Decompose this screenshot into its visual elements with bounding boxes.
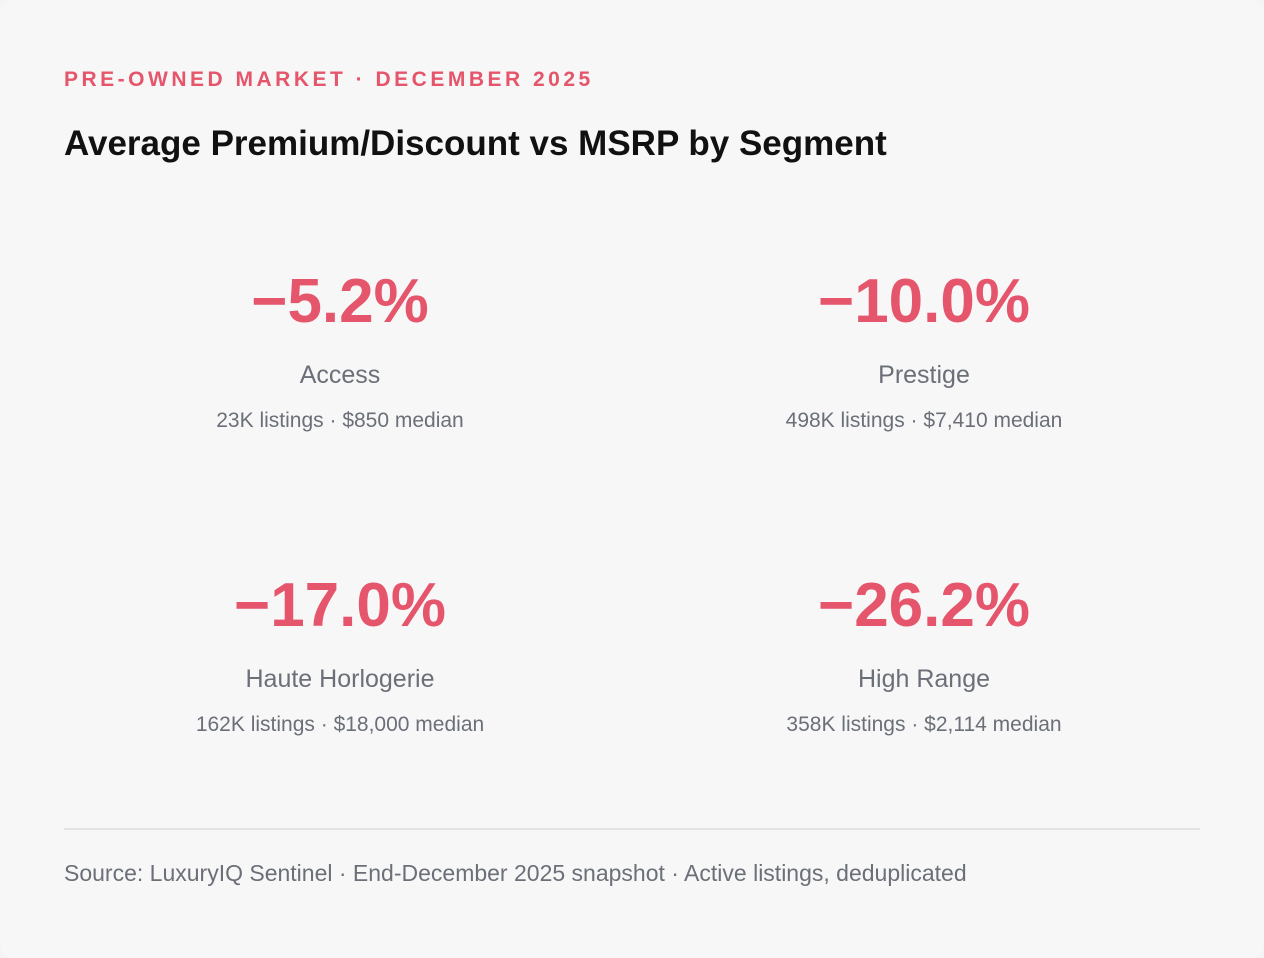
segment-kpi-prestige: −10.0% Prestige 498K listings · $7,410 m… — [624, 266, 1224, 434]
segment-kpi-haute-horlogerie: −17.0% Haute Horlogerie 162K listings · … — [40, 570, 640, 738]
source-note: Source: LuxuryIQ Sentinel · End-December… — [64, 860, 967, 886]
segment-details: 498K listings · $7,410 median — [624, 408, 1224, 434]
segment-listings: 162K listings — [195, 713, 315, 736]
chart-title: Average Premium/Discount vs MSRP by Segm… — [64, 124, 887, 163]
separator: · — [904, 409, 924, 432]
segment-median: $2,114 median — [924, 713, 1062, 736]
segment-label: Haute Horlogerie — [245, 665, 435, 693]
segment-label: High Range — [857, 665, 991, 693]
segment-median: $850 median — [342, 409, 464, 432]
segment-median: $7,410 median — [923, 409, 1063, 432]
segment-listings: 23K listings — [216, 409, 324, 432]
eyebrow-label: PRE-OWNED MARKET · DECEMBER 2025 — [64, 68, 594, 91]
segment-label: Prestige — [878, 361, 970, 389]
segment-details: 162K listings · $18,000 median — [40, 712, 640, 738]
separator: · — [905, 713, 925, 736]
segment-value: −26.2% — [817, 571, 1030, 640]
separator: · — [323, 409, 343, 432]
segment-median: $18,000 median — [333, 713, 485, 736]
segment-kpi-high-range: −26.2% High Range 358K listings · $2,114… — [624, 570, 1224, 738]
separator: · — [314, 713, 334, 736]
footer-divider — [64, 828, 1200, 830]
segment-listings: 498K listings — [785, 409, 905, 432]
segment-details: 358K listings · $2,114 median — [624, 712, 1224, 738]
segment-value: −10.0% — [817, 267, 1030, 336]
segment-details: 23K listings · $850 median — [40, 408, 640, 434]
segment-value: −5.2% — [251, 267, 429, 336]
segment-value: −17.0% — [233, 571, 446, 640]
segment-label: Access — [299, 361, 381, 389]
segment-listings: 358K listings — [786, 713, 906, 736]
segment-kpi-access: −5.2% Access 23K listings · $850 median — [40, 266, 640, 434]
